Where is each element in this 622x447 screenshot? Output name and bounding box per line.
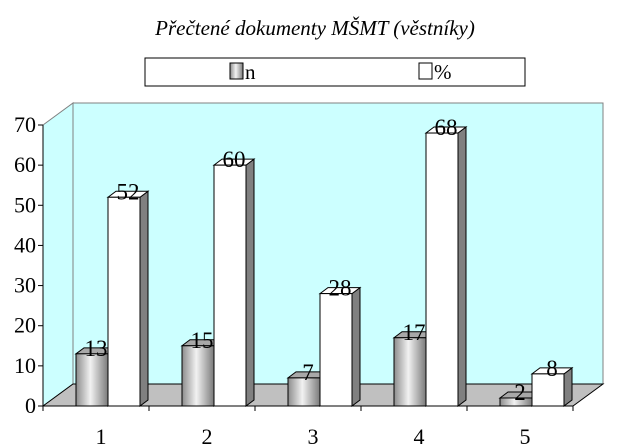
- bar-percent: [424, 126, 468, 407]
- y-tick-label: 10: [14, 353, 36, 378]
- data-label: 13: [85, 336, 108, 361]
- chart-title: Přečtené dokumenty MŠMT (věstníky): [154, 16, 475, 40]
- x-tick-label: 2: [202, 424, 213, 447]
- y-tick-label: 40: [14, 232, 36, 257]
- data-label: 17: [403, 320, 426, 345]
- side-wall: [42, 102, 74, 407]
- data-label: 68: [435, 115, 458, 140]
- bar-front-face: [213, 164, 247, 407]
- y-tick-label: 20: [14, 313, 36, 338]
- bar-front-face: [287, 377, 321, 407]
- legend-swatch-percent: [418, 62, 433, 80]
- bar-side-face: [245, 158, 255, 407]
- data-label: 60: [223, 147, 246, 172]
- x-tick-label: 4: [414, 424, 425, 447]
- bar-front-face: [319, 293, 353, 407]
- y-tick-label: 50: [14, 192, 36, 217]
- bar-front-face: [75, 353, 109, 407]
- bar-side-face: [139, 190, 149, 407]
- x-tick-label: 1: [96, 424, 107, 447]
- y-tick-label: 60: [14, 152, 36, 177]
- data-label: 15: [191, 328, 214, 353]
- data-label: 2: [514, 380, 526, 405]
- y-tick-label: 30: [14, 273, 36, 298]
- bar-percent: [530, 366, 574, 407]
- data-label: 52: [117, 179, 140, 204]
- bar-front-face: [107, 196, 141, 407]
- bar-side-face: [351, 286, 361, 407]
- legend-box: [144, 57, 526, 87]
- bar-side-face: [457, 126, 467, 407]
- bar-front-face: [425, 132, 459, 407]
- bar-front-face: [531, 373, 565, 407]
- bar-front-face: [393, 337, 427, 407]
- bars: [74, 126, 574, 407]
- y-tick-label: 0: [25, 393, 36, 418]
- axes: 0 10 20 30 40 50 60 70 1 2 3 4 5: [14, 112, 574, 447]
- legend: n %: [144, 57, 526, 87]
- data-labels: 13 52 15 60 7 28 17 68 28: [85, 115, 558, 405]
- legend-swatch-n: [229, 62, 244, 80]
- bar-front-face: [181, 345, 215, 407]
- bar-percent: [212, 158, 256, 407]
- legend-label-n: n: [245, 60, 256, 84]
- x-tick-label: 3: [308, 424, 319, 447]
- data-label: 28: [329, 276, 352, 301]
- data-label: 7: [302, 360, 314, 385]
- legend-label-percent: %: [434, 60, 452, 84]
- bar-percent: [318, 286, 362, 407]
- x-tick-label: 5: [520, 424, 531, 447]
- data-label: 8: [546, 356, 558, 381]
- y-tick-label: 70: [14, 112, 36, 137]
- bar-percent: [106, 190, 150, 407]
